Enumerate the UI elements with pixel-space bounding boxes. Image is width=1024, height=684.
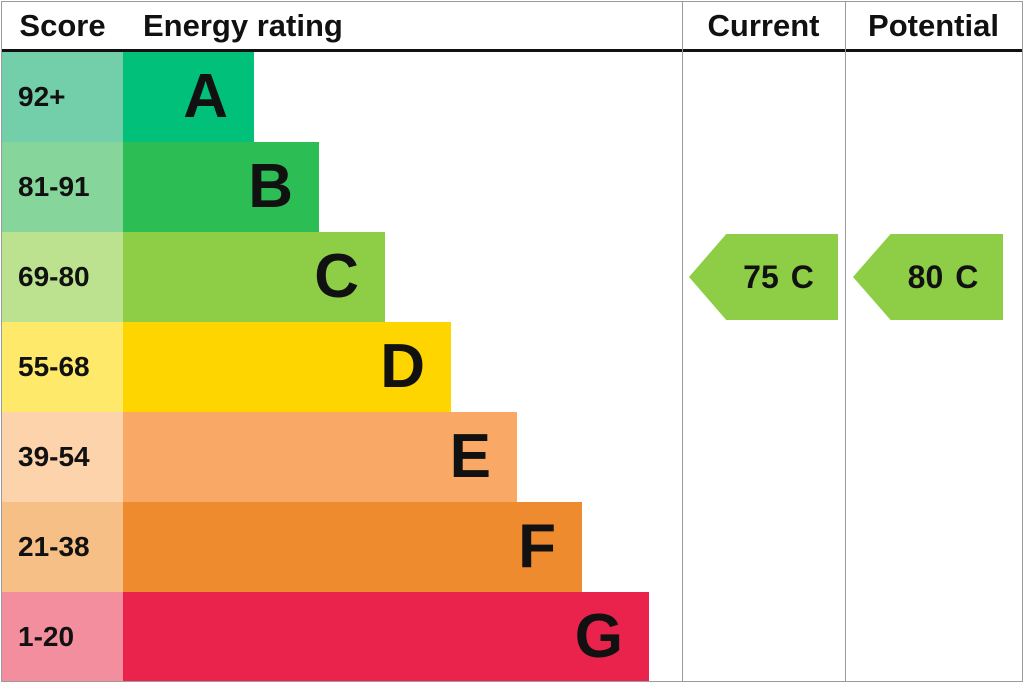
header-row: Score Energy rating Current Potential bbox=[2, 2, 1022, 52]
band-row-e: 39-54 E bbox=[2, 412, 682, 502]
band-letter-c: C bbox=[314, 242, 359, 311]
band-bar-f: F bbox=[123, 502, 582, 592]
band-bar-d: D bbox=[123, 322, 451, 412]
band-row-c: 69-80 C bbox=[2, 232, 682, 322]
band-row-f: 21-38 F bbox=[2, 502, 682, 592]
current-rating-arrow-letter: C bbox=[790, 258, 814, 295]
current-header: Current bbox=[707, 7, 820, 43]
band-row-b: 81-91 B bbox=[2, 142, 682, 232]
band-bar-c: C bbox=[123, 232, 385, 322]
band-letter-e: E bbox=[449, 422, 491, 491]
band-letter-a: A bbox=[183, 62, 228, 131]
potential-header: Potential bbox=[868, 7, 999, 43]
band-bar-a: A bbox=[123, 52, 254, 142]
potential-rating-arrow: 80 C bbox=[853, 234, 1003, 320]
band-letter-f: F bbox=[518, 512, 556, 581]
score-range-g: 1-20 bbox=[2, 592, 123, 681]
score-range-e: 39-54 bbox=[2, 412, 123, 502]
band-bar-e: E bbox=[123, 412, 517, 502]
band-row-d: 55-68 D bbox=[2, 322, 682, 412]
band-bar-b: B bbox=[123, 142, 319, 232]
band-letter-b: B bbox=[248, 152, 293, 221]
bands-area: 92+ A 81-91 B 69-80 C 55-68 D 39-54 E 21-38 F 1-20 G bbox=[2, 52, 682, 681]
score-range-b: 81-91 bbox=[2, 142, 123, 232]
band-row-a: 92+ A bbox=[2, 52, 682, 142]
score-range-a: 92+ bbox=[2, 52, 123, 142]
current-rating-arrow: 75 C bbox=[689, 234, 838, 320]
potential-rating-arrow-letter: C bbox=[955, 258, 979, 295]
score-range-c: 69-80 bbox=[2, 232, 123, 322]
energy-rating-header: Energy rating bbox=[143, 7, 343, 43]
current-rating-arrow-value: 75 bbox=[743, 258, 779, 295]
score-range-f: 21-38 bbox=[2, 502, 123, 592]
band-letter-d: D bbox=[380, 332, 425, 401]
potential-rating-arrow-value: 80 bbox=[907, 258, 944, 295]
potential-column-divider bbox=[845, 2, 846, 681]
band-letter-g: G bbox=[574, 602, 623, 671]
band-row-g: 1-20 G bbox=[2, 592, 682, 681]
current-column-divider bbox=[682, 2, 683, 681]
score-header: Score bbox=[19, 7, 106, 43]
band-bar-g: G bbox=[123, 592, 649, 681]
score-range-d: 55-68 bbox=[2, 322, 123, 412]
